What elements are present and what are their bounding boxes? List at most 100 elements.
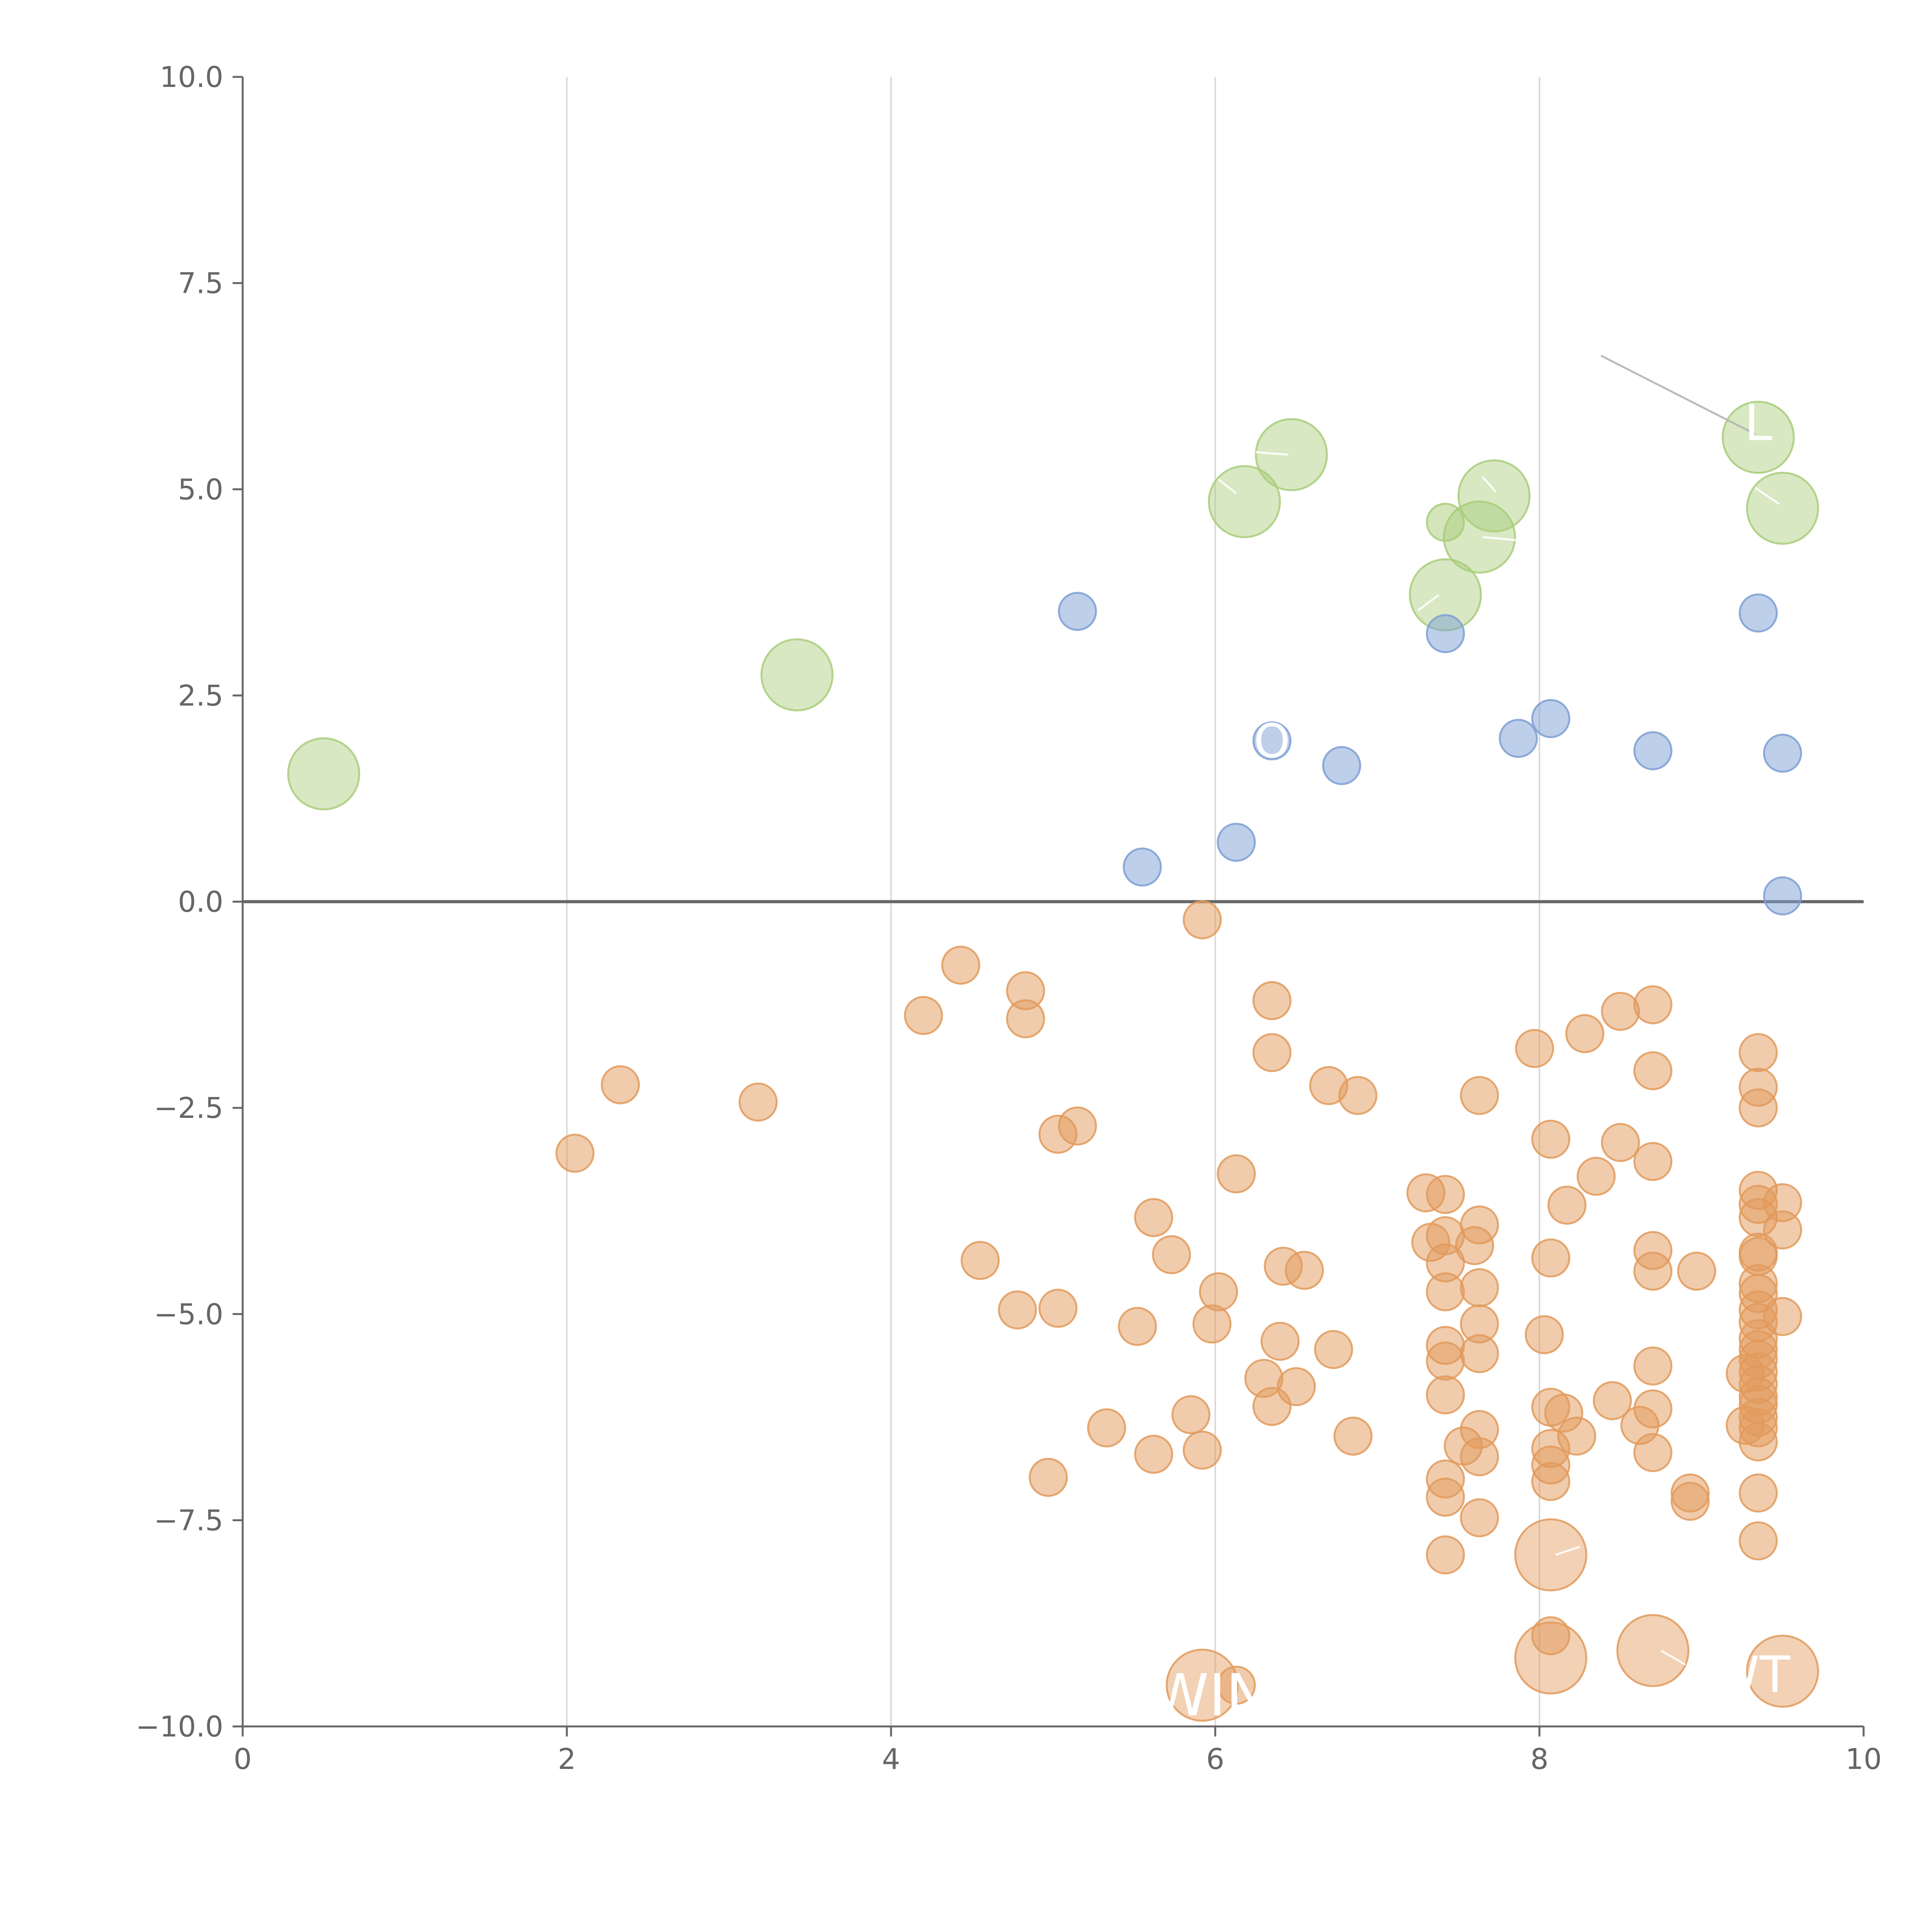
orange-point — [600, 1065, 640, 1104]
green-point — [1255, 418, 1328, 492]
blue-point — [1763, 876, 1802, 916]
orange-point — [1738, 1088, 1778, 1128]
orange-point — [1633, 1389, 1673, 1429]
orange-point — [1426, 1375, 1465, 1415]
orange-point — [1616, 1614, 1690, 1687]
orange-point — [1514, 1518, 1587, 1592]
orange-point — [1670, 1481, 1710, 1521]
orange-point — [1633, 1346, 1673, 1386]
green-point — [1721, 401, 1795, 474]
orange-point — [1165, 1648, 1239, 1722]
orange-point — [1058, 1106, 1097, 1146]
orange-point — [1531, 1616, 1570, 1655]
leader-line — [1660, 1650, 1686, 1666]
orange-point — [1763, 1297, 1802, 1336]
orange-point — [1460, 1076, 1499, 1115]
blue-point — [1322, 746, 1361, 785]
x-tick-label: 6 — [1206, 1743, 1224, 1776]
orange-point — [1514, 1621, 1587, 1695]
orange-point — [1633, 1142, 1673, 1181]
green-point — [1458, 459, 1531, 532]
orange-point — [1738, 1422, 1778, 1462]
orange-point — [1531, 1462, 1570, 1501]
orange-point — [1601, 992, 1640, 1031]
orange-point — [1565, 1014, 1604, 1053]
orange-point — [1593, 1381, 1632, 1420]
blue-point — [1122, 847, 1162, 887]
orange-point — [1633, 1433, 1673, 1472]
leader-line — [1600, 355, 1756, 435]
orange-point — [1531, 1238, 1570, 1278]
orange-point — [1285, 1251, 1324, 1290]
orange-point — [1738, 1521, 1778, 1561]
point-label: L — [1744, 393, 1772, 452]
green-point — [1426, 503, 1465, 542]
orange-point — [1006, 999, 1045, 1039]
orange-point — [1738, 1033, 1778, 1072]
y-tick-label: 7.5 — [178, 267, 223, 300]
x-tick-label: 0 — [233, 1743, 252, 1776]
orange-point — [1182, 1430, 1222, 1470]
orange-point — [1547, 1185, 1587, 1225]
orange-point — [1192, 1304, 1232, 1344]
y-tick-label: −5.0 — [154, 1298, 223, 1331]
orange-point — [998, 1290, 1037, 1330]
leader-line — [1218, 478, 1237, 494]
orange-point — [1426, 1341, 1465, 1381]
y-tick-label: −7.5 — [154, 1504, 223, 1537]
orange-point — [1426, 1478, 1465, 1517]
orange-point — [1217, 1665, 1256, 1705]
orange-point — [1460, 1498, 1499, 1537]
blue-point — [1217, 823, 1256, 862]
orange-point — [941, 946, 980, 985]
green-point — [1746, 471, 1819, 545]
orange-point — [1746, 1634, 1819, 1708]
leader-line — [1754, 486, 1780, 505]
orange-point — [1460, 1268, 1499, 1307]
blue-point — [1633, 731, 1673, 770]
orange-point — [1338, 1076, 1378, 1115]
orange-point — [1763, 1210, 1802, 1250]
orange-point — [1557, 1417, 1596, 1456]
orange-point — [1426, 1535, 1465, 1575]
orange-point — [1217, 1154, 1256, 1194]
x-tick-label: 10 — [1845, 1743, 1882, 1776]
x-tick-label: 8 — [1530, 1743, 1548, 1776]
orange-point — [1525, 1315, 1564, 1354]
green-point — [287, 737, 361, 811]
orange-point — [1277, 1367, 1316, 1406]
orange-point — [961, 1241, 1000, 1280]
green-point — [1208, 465, 1281, 538]
x-tick-label: 2 — [558, 1743, 576, 1776]
point-label: WT — [1710, 1645, 1791, 1704]
data-points — [287, 401, 1819, 1722]
leader-lines — [1218, 355, 1780, 1666]
orange-point — [1252, 1033, 1292, 1072]
orange-point — [1633, 1252, 1673, 1291]
orange-point — [1333, 1417, 1373, 1456]
orange-point — [1577, 1156, 1616, 1196]
leader-line — [1417, 594, 1440, 612]
leader-line — [1482, 536, 1520, 542]
orange-point — [1515, 1029, 1554, 1068]
orange-point — [1677, 1252, 1716, 1291]
orange-point — [1029, 1458, 1068, 1497]
y-tick-label: 10.0 — [160, 61, 223, 94]
orange-point — [1087, 1408, 1126, 1447]
orange-point — [1182, 900, 1222, 939]
leader-line — [1482, 476, 1497, 493]
blue-point — [1738, 593, 1778, 633]
orange-point — [738, 1082, 778, 1122]
point-label: WIN — [1151, 1662, 1269, 1729]
orange-point — [904, 996, 943, 1035]
orange-point — [1260, 1321, 1300, 1361]
y-tick-label: −10.0 — [136, 1710, 223, 1743]
orange-point — [1314, 1330, 1353, 1369]
orange-point — [1038, 1289, 1078, 1328]
axes: 0 2 4 6 8 10 10.0 7.5 5.0 2.5 0.0 −2.5 −5.0 −7.5 −10.0 — [136, 61, 1882, 1776]
orange-point — [1252, 981, 1292, 1020]
orange-point — [1601, 1123, 1640, 1162]
green-point — [1443, 500, 1516, 574]
